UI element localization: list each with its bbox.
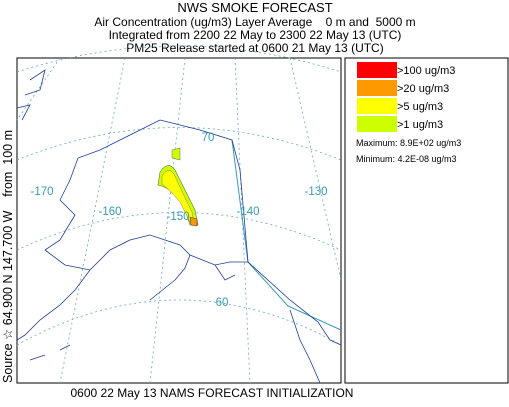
subtitle: Integrated from 2200 22 May to 2300 22 M… [109,28,402,42]
minimum: Minimum: 4.2E-08 ug/m3 [356,154,457,164]
maximum: Maximum: 8.9E+02 ug/m3 [356,138,461,148]
longitude-label: -160 [98,206,121,218]
legend-swatch [357,62,397,78]
longitude-label: -140 [236,206,259,218]
legend: Maximum: 8.9E+02 ug/m3 Minimum: 4.2E-08 … [344,57,509,384]
legend-label: >20 ug/m3 [397,83,449,95]
map: -170 -160 -150 -140 -130 70 60 [16,45,342,384]
legend-swatch [357,98,397,114]
latitude-label: 70 [202,132,215,144]
subtitle: PM25 Release started at 0600 21 May 13 (… [126,41,383,55]
legend-swatch [357,80,397,96]
legend-label: >5 ug/m3 [397,101,443,113]
title: NWS SMOKE FORECAST [177,0,332,15]
source-label: Source ☆ 64.900 N 147.700 W from 100 m [1,130,15,383]
legend-label: >1 ug/m3 [397,119,443,131]
footer: 0600 22 May 13 NAMS FORECAST INITIALIZAT… [71,386,354,400]
legend-swatch [357,116,397,132]
subtitle: Air Concentration (ug/m3) Layer Average … [94,15,415,29]
longitude-label: -130 [304,186,327,198]
latitude-label: 60 [216,297,229,309]
longitude-label: -150 [166,211,189,223]
longitude-label: -170 [30,186,53,198]
legend-label: >100 ug/m3 [397,65,455,77]
